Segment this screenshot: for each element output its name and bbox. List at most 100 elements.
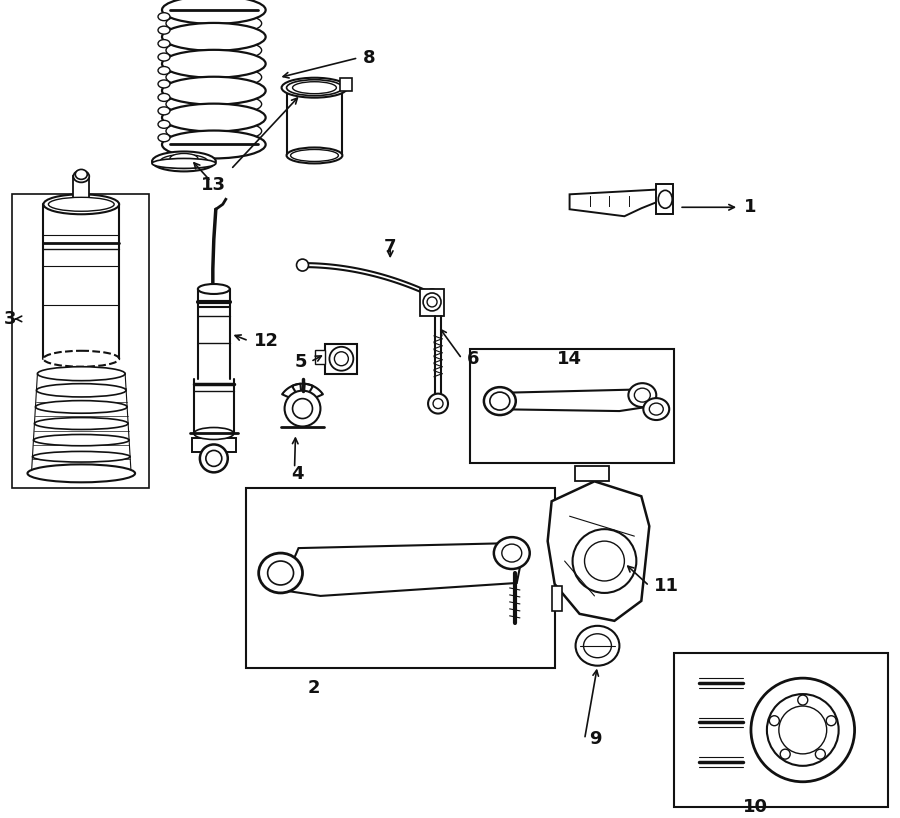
Polygon shape: [570, 189, 662, 216]
Text: 5: 5: [294, 353, 307, 371]
Text: 1: 1: [744, 198, 757, 216]
Text: 7: 7: [384, 238, 397, 256]
Bar: [674, 653, 888, 807]
Ellipse shape: [152, 151, 216, 172]
Ellipse shape: [43, 195, 119, 214]
Ellipse shape: [780, 749, 790, 759]
Text: 12: 12: [254, 332, 279, 350]
Ellipse shape: [32, 469, 131, 479]
Ellipse shape: [583, 634, 611, 658]
Ellipse shape: [43, 351, 119, 366]
Polygon shape: [192, 438, 236, 452]
Ellipse shape: [282, 78, 347, 97]
Ellipse shape: [267, 561, 293, 585]
Ellipse shape: [36, 384, 126, 397]
Ellipse shape: [502, 544, 522, 562]
Ellipse shape: [33, 434, 129, 446]
Ellipse shape: [162, 104, 266, 132]
Ellipse shape: [770, 716, 779, 726]
Ellipse shape: [162, 23, 266, 51]
Ellipse shape: [73, 170, 89, 182]
Ellipse shape: [34, 417, 128, 429]
Ellipse shape: [158, 66, 170, 74]
Ellipse shape: [778, 706, 827, 754]
Ellipse shape: [797, 695, 808, 705]
Ellipse shape: [158, 26, 170, 34]
Ellipse shape: [423, 293, 441, 311]
Ellipse shape: [428, 393, 448, 414]
Polygon shape: [316, 350, 326, 364]
Ellipse shape: [291, 150, 338, 161]
Ellipse shape: [198, 284, 230, 294]
Polygon shape: [420, 289, 444, 316]
Ellipse shape: [158, 39, 170, 47]
Ellipse shape: [166, 11, 262, 35]
Ellipse shape: [158, 120, 170, 128]
Ellipse shape: [194, 428, 234, 439]
Ellipse shape: [162, 131, 266, 159]
Polygon shape: [340, 78, 352, 91]
Ellipse shape: [166, 92, 262, 116]
Text: 6: 6: [467, 350, 480, 368]
Ellipse shape: [162, 77, 266, 105]
Ellipse shape: [335, 352, 348, 366]
Ellipse shape: [206, 451, 221, 466]
Ellipse shape: [286, 79, 342, 96]
Ellipse shape: [292, 82, 337, 94]
Ellipse shape: [490, 392, 509, 410]
Ellipse shape: [649, 403, 663, 415]
Ellipse shape: [767, 694, 839, 766]
Ellipse shape: [329, 347, 354, 371]
Ellipse shape: [38, 366, 125, 380]
Ellipse shape: [166, 38, 262, 62]
Ellipse shape: [158, 80, 170, 88]
Ellipse shape: [35, 401, 127, 413]
Ellipse shape: [644, 398, 670, 420]
Polygon shape: [552, 586, 562, 611]
Ellipse shape: [32, 452, 130, 462]
Ellipse shape: [584, 542, 625, 581]
Text: 4: 4: [292, 465, 304, 483]
Ellipse shape: [426, 289, 438, 301]
Polygon shape: [574, 466, 609, 481]
Polygon shape: [12, 195, 149, 488]
Bar: [470, 348, 674, 463]
Ellipse shape: [751, 678, 855, 782]
Text: 3: 3: [4, 310, 16, 328]
Ellipse shape: [286, 147, 342, 164]
Bar: [246, 488, 554, 667]
Ellipse shape: [166, 65, 262, 89]
Ellipse shape: [162, 50, 266, 78]
Ellipse shape: [296, 259, 309, 271]
Text: 2: 2: [307, 679, 320, 697]
Ellipse shape: [815, 749, 825, 759]
Polygon shape: [281, 543, 522, 596]
Text: 8: 8: [364, 49, 376, 67]
Ellipse shape: [200, 444, 228, 472]
Ellipse shape: [494, 537, 530, 569]
Ellipse shape: [166, 119, 262, 143]
Ellipse shape: [258, 553, 302, 593]
Ellipse shape: [572, 529, 636, 593]
Ellipse shape: [634, 389, 651, 402]
Polygon shape: [548, 481, 649, 621]
Text: 14: 14: [557, 350, 582, 368]
Ellipse shape: [292, 398, 312, 419]
Polygon shape: [656, 184, 673, 214]
Ellipse shape: [28, 465, 135, 483]
Text: 11: 11: [654, 577, 680, 595]
Ellipse shape: [49, 197, 114, 211]
Ellipse shape: [162, 0, 266, 24]
Ellipse shape: [158, 134, 170, 142]
Text: 10: 10: [743, 798, 769, 816]
Ellipse shape: [284, 391, 320, 426]
Ellipse shape: [160, 155, 208, 169]
Ellipse shape: [658, 191, 672, 209]
Ellipse shape: [433, 398, 443, 408]
Ellipse shape: [152, 159, 216, 169]
Text: 13: 13: [201, 177, 226, 195]
Ellipse shape: [576, 626, 619, 666]
Ellipse shape: [428, 297, 437, 307]
Ellipse shape: [76, 169, 87, 179]
Ellipse shape: [158, 13, 170, 20]
